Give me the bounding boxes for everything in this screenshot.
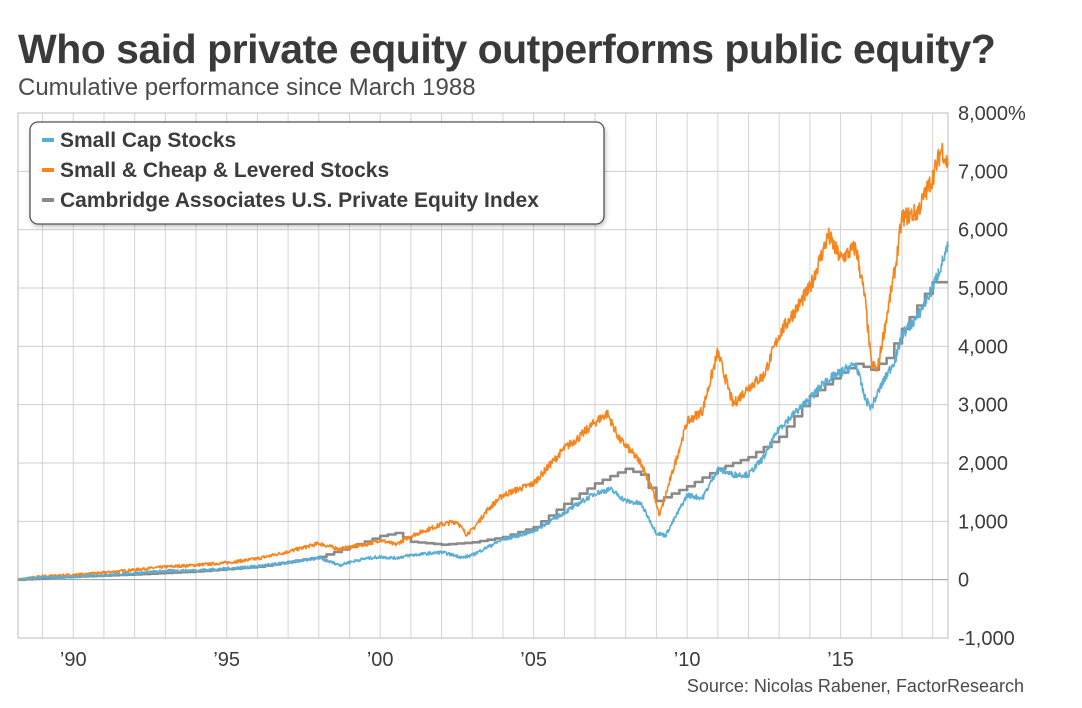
x-tick-label: ’15 (827, 649, 854, 671)
series-line (17, 241, 949, 582)
legend-entry: Small Cap Stocks (60, 129, 236, 152)
x-tick-label: ’90 (60, 649, 87, 671)
source-note: Source: Nicolas Rabener, FactorResearch (686, 676, 1024, 696)
x-tick-labels: ’90 ’95 ’00 ’05 ’10 ’15 (60, 649, 854, 671)
legend-box (29, 121, 605, 225)
y-tick-label: 5,000 (958, 278, 1008, 300)
x-tick-label: ’10 (674, 649, 701, 671)
x-tick-label: ’00 (367, 649, 394, 671)
x-tick-label: ’05 (520, 649, 547, 671)
series-lines (17, 142, 949, 582)
legend-entry: Small & Cheap & Levered Stocks (60, 159, 389, 182)
y-tick-label: 4,000 (958, 336, 1008, 358)
y-tick-label: 0 (958, 570, 969, 592)
chart-title: Who said private equity outperforms publ… (18, 26, 996, 72)
legend-entry: Cambridge Associates U.S. Private Equity… (60, 189, 539, 212)
legend: Small Cap Stocks Small & Cheap & Levered … (29, 121, 605, 225)
y-tick-label: -1,000 (958, 628, 1015, 650)
chart-subtitle: Cumulative performance since March 1988 (18, 74, 476, 101)
plot-border (17, 112, 949, 639)
y-tick-labels: 8,000% 7,000 6,000 5,000 4,000 3,000 2,000 1,00… (958, 103, 1026, 650)
x-tick-label: ’95 (213, 649, 240, 671)
y-tick-label: 3,000 (958, 395, 1008, 417)
y-tick-label: 7,000 (958, 161, 1008, 183)
y-tick-label: 2,000 (958, 453, 1008, 475)
series-line (17, 142, 949, 581)
y-tick-label: 1,000 (958, 511, 1008, 533)
y-tick-label: 8,000% (958, 103, 1026, 125)
series-line (18, 280, 948, 581)
y-tick-label: 6,000 (958, 220, 1008, 242)
